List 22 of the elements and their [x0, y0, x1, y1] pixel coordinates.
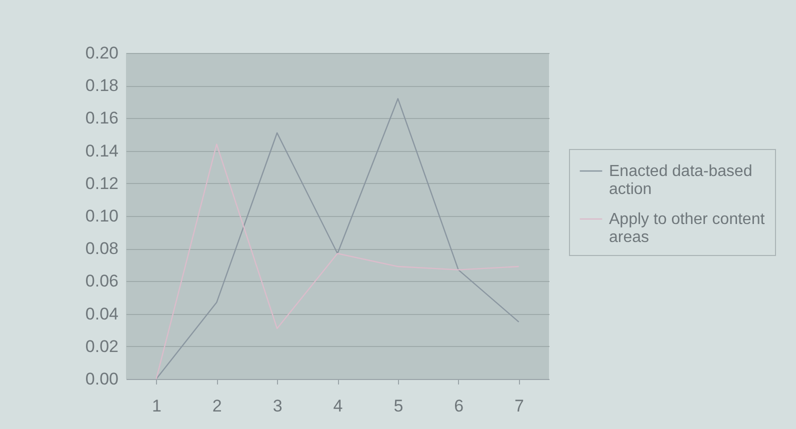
x-tick-label: 7	[514, 396, 524, 416]
x-tick-label: 6	[454, 396, 464, 416]
y-tick-label: 0.06	[85, 272, 118, 291]
y-tick-label: 0.10	[85, 206, 118, 226]
y-tick-label: 0.16	[85, 108, 118, 128]
x-tick-label: 4	[333, 396, 343, 416]
line-series	[156, 98, 520, 380]
x-tick-label: 5	[394, 396, 404, 416]
x-tick-label: 3	[272, 396, 282, 416]
y-tick-label: 0.20	[85, 44, 118, 62]
legend-label: Apply to other content areas	[609, 211, 766, 246]
y-tick-label: 0.04	[85, 304, 118, 324]
y-tick-label: 0.14	[85, 141, 118, 160]
x-tick-label: 2	[212, 396, 222, 416]
legend-label: Enacted data-based action	[609, 163, 752, 198]
line-series	[156, 144, 520, 380]
y-tick-label: 0.08	[85, 239, 118, 258]
y-tick-label: 0.12	[85, 174, 118, 193]
y-tick-label: 0.00	[85, 370, 118, 388]
y-tick-label: 0.02	[85, 336, 118, 356]
y-tick-label: 0.18	[85, 76, 118, 96]
x-tick-label: 1	[152, 396, 162, 416]
